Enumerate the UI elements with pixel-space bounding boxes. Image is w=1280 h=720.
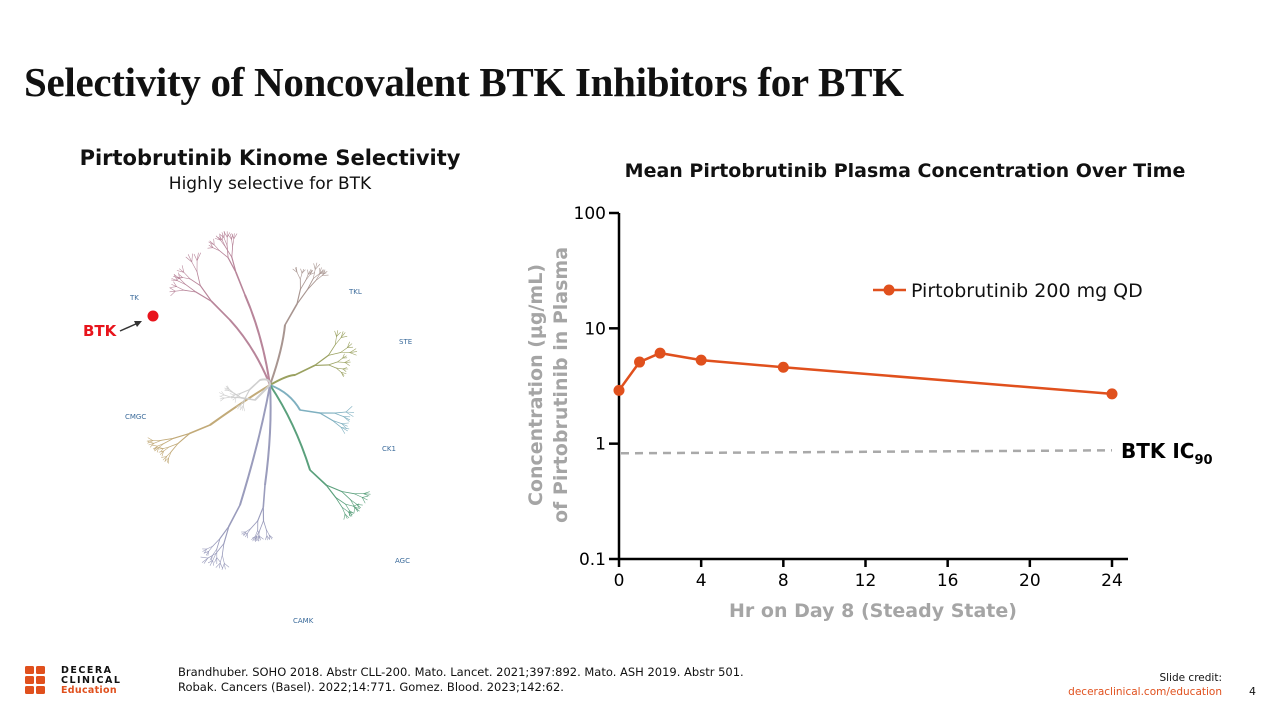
slide-title: Selectivity of Noncovalent BTK Inhibitor… [24, 59, 904, 105]
group-labels: TK TKL STE CK1 AGC CAMK CMGC [125, 288, 412, 625]
x-tick-label: 20 [1019, 571, 1041, 591]
x-axis-label: Hr on Day 8 (Steady State) [729, 600, 1017, 622]
references: Brandhuber. SOHO 2018. Abstr CLL-200. Ma… [178, 665, 744, 695]
decera-logo-icon [25, 666, 45, 694]
data-point [654, 347, 666, 359]
group-label-agc: AGC [395, 557, 410, 565]
ic90-line [620, 449, 1113, 455]
kinome-branches [146, 231, 371, 570]
logo-line3: Education [61, 685, 117, 696]
data-point [634, 356, 646, 368]
decera-logo-text: DECERA CLINICAL Education [61, 666, 121, 696]
logo-line2: CLINICAL [61, 675, 122, 686]
logo-line1: DECERA [61, 665, 113, 676]
x-tick-label: 24 [1101, 571, 1123, 591]
group-label-tk: TK [129, 294, 139, 302]
data-point [777, 361, 789, 373]
group-label-camk: CAMK [293, 617, 314, 625]
legend-marker [883, 284, 895, 296]
chart-axes: 0.1 1 10 100 0 4 8 12 16 20 24 [574, 204, 1128, 591]
group-label-cmgc: CMGC [125, 413, 146, 421]
y-tick-label: 100 [574, 204, 606, 224]
kinome-subtitle: Highly selective for BTK [168, 174, 372, 194]
series-line [617, 351, 1113, 396]
x-tick-label: 12 [855, 571, 877, 591]
group-label-tkl: TKL [348, 288, 362, 296]
references-line2: Robak. Cancers (Basel). 2022;14:771. Gom… [178, 680, 564, 694]
y-tick-label: 0.1 [579, 550, 606, 570]
kinome-header: Pirtobrutinib Kinome Selectivity Highly … [40, 146, 500, 194]
group-label-ste: STE [399, 338, 412, 346]
kinome-title: Pirtobrutinib Kinome Selectivity [79, 146, 461, 170]
x-tick-label: 8 [778, 571, 789, 591]
btk-label: BTK [83, 322, 118, 340]
data-point [613, 384, 625, 396]
slide-credit-label: Slide credit: [1159, 672, 1222, 684]
x-tick-label: 4 [696, 571, 707, 591]
y-axis-label-line2: of Pirtobrutinib in Plasma [550, 247, 572, 523]
group-label-ck1: CK1 [382, 445, 396, 453]
chart-series [613, 347, 1118, 400]
ic90-label-subscript: 90 [1194, 453, 1212, 468]
slide-credit: Slide credit: deceraclinical.com/educati… [1068, 671, 1222, 699]
page-number: 4 [1249, 685, 1256, 698]
ic90-label: BTK IC90 [1121, 439, 1213, 468]
kinome-tree: TK TKL STE CK1 AGC CAMK CMGC BTK [83, 231, 412, 625]
references-line1: Brandhuber. SOHO 2018. Abstr CLL-200. Ma… [178, 665, 744, 679]
data-point [695, 354, 707, 366]
chart-title: Mean Pirtobrutinib Plasma Concentration … [624, 160, 1186, 182]
chart-legend: Pirtobrutinib 200 mg QD [873, 280, 1143, 302]
data-point [1106, 388, 1118, 400]
x-tick-label: 0 [614, 571, 625, 591]
ic90-reference: BTK IC90 [620, 439, 1213, 468]
legend-label: Pirtobrutinib 200 mg QD [911, 280, 1143, 302]
btk-marker [147, 310, 159, 322]
y-axis-label-line1: Concentration (µg/mL) [525, 264, 547, 506]
y-tick-label: 1 [595, 435, 606, 455]
btk-arrow-head [134, 321, 142, 327]
x-tick-label: 16 [937, 571, 959, 591]
btk-arrow [119, 322, 139, 332]
y-tick-label: 10 [584, 319, 606, 339]
slide-credit-url[interactable]: deceraclinical.com/education [1068, 686, 1222, 698]
